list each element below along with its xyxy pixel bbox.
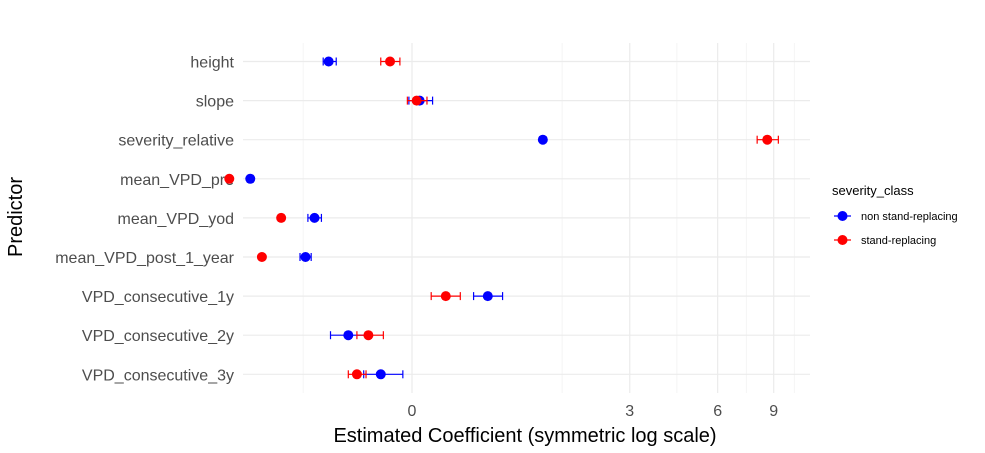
errorbar-group <box>347 369 367 380</box>
x-tick-label: 0 <box>408 403 417 420</box>
y-tick-label: VPD_consecutive_2y <box>82 328 234 345</box>
legend-title: severity_class <box>832 183 914 198</box>
errorbar-group <box>322 56 337 67</box>
errorbar-group <box>356 330 384 341</box>
y-tick-label: VPD_consecutive_1y <box>82 289 234 306</box>
legend: severity_class non stand-replacing stand-… <box>832 183 958 247</box>
errorbar-group <box>276 212 287 223</box>
data-point <box>537 134 548 145</box>
y-axis-title: Predictor <box>5 177 27 257</box>
y-tick-label: height <box>190 55 234 72</box>
data-point <box>323 56 334 67</box>
errorbar-group <box>363 369 404 380</box>
x-tick-label: 6 <box>713 403 722 420</box>
legend-item: stand-replacing <box>834 235 936 247</box>
errorbar-group <box>380 56 401 67</box>
y-tick-label: mean_VPD_yod <box>117 211 234 228</box>
y-tick-label: mean_VPD_post_1_year <box>55 250 234 267</box>
errorbar-group <box>307 212 323 223</box>
x-tick-label: 9 <box>769 403 778 420</box>
y-tick-label: mean_VPD_pre <box>120 172 234 189</box>
x-tick-labels: 0 3 6 9 <box>408 403 779 420</box>
data-point <box>224 173 235 184</box>
legend-item: non stand-replacing <box>834 211 958 223</box>
errorbar-group <box>245 173 256 184</box>
data-point <box>276 212 287 223</box>
errorbar-group <box>224 173 235 184</box>
errorbar-group <box>406 95 428 106</box>
legend-key-point <box>837 235 848 245</box>
errorbar-group <box>430 291 461 302</box>
data-point <box>256 252 267 262</box>
data-point <box>245 173 256 184</box>
legend-label: stand-replacing <box>861 235 936 247</box>
data-point <box>482 291 493 302</box>
errorbar-group <box>472 291 504 302</box>
data-point <box>300 252 311 262</box>
data-point <box>343 330 354 341</box>
y-tick-label: VPD_consecutive_3y <box>82 367 234 384</box>
y-tick-labels: height slope severity_relative mean_VPD_pre… <box>55 55 234 385</box>
errorbar-group <box>756 134 779 145</box>
data-point <box>309 212 320 223</box>
x-axis-title: Estimated Coefficient (symmetric log sca… <box>333 425 716 447</box>
data-point <box>351 369 362 380</box>
data-point <box>385 56 396 67</box>
data-point <box>411 95 422 106</box>
data-point <box>440 291 451 302</box>
legend-key-point <box>837 211 848 221</box>
errorbar-group <box>537 134 548 145</box>
grid <box>243 43 810 393</box>
y-tick-label: severity_relative <box>118 133 234 150</box>
data-marks <box>224 56 779 380</box>
errorbar-group <box>299 252 312 262</box>
data-point <box>762 134 773 145</box>
legend-label: non stand-replacing <box>861 211 958 223</box>
y-tick-label: slope <box>196 94 234 111</box>
data-point <box>363 330 374 341</box>
x-tick-label: 3 <box>625 403 634 420</box>
data-point <box>375 369 386 380</box>
errorbar-group <box>256 252 267 262</box>
